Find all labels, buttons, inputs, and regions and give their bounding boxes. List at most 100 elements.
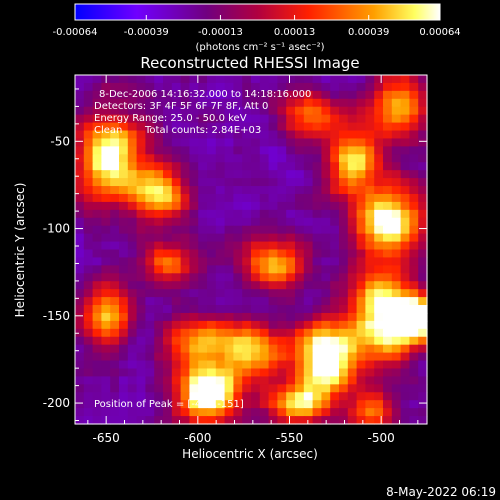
heatmap-cell	[400, 281, 410, 290]
heatmap-cell	[321, 368, 331, 378]
heatmap-cell	[154, 106, 164, 116]
heatmap-cell	[321, 122, 331, 132]
heatmap-cell	[145, 82, 155, 92]
heatmap-cell	[339, 114, 349, 124]
heatmap-cell	[92, 162, 102, 171]
heatmap-cell	[180, 392, 190, 401]
heatmap-cell	[418, 249, 428, 259]
heatmap-cell	[347, 90, 358, 100]
heatmap-cell	[295, 336, 305, 346]
heatmap-cell	[330, 257, 340, 266]
heatmap-cell	[312, 82, 322, 92]
heatmap-cell	[180, 209, 190, 219]
heatmap-cell	[374, 225, 384, 235]
heatmap-cell	[418, 209, 428, 219]
heatmap-cell	[145, 249, 155, 259]
heatmap-cell	[251, 376, 261, 385]
heatmap-cell	[180, 297, 190, 306]
heatmap-cell	[127, 241, 138, 251]
heatmap-cell	[233, 312, 243, 322]
heatmap-cell	[339, 392, 349, 401]
heatmap-cell	[383, 170, 393, 179]
y-tick-label: -50	[50, 134, 70, 148]
heatmap-cell	[303, 368, 314, 378]
heatmap-cell	[321, 408, 331, 417]
heatmap-cell	[163, 75, 173, 84]
heatmap-cell	[171, 186, 182, 195]
heatmap-cell	[418, 122, 428, 132]
colorbar-tick-label: 0.00039	[348, 27, 389, 38]
heatmap-cell	[259, 416, 270, 425]
heatmap-cell	[400, 186, 410, 195]
heatmap-cell	[312, 376, 322, 385]
heatmap-cell	[277, 241, 287, 251]
heatmap-cell	[233, 162, 243, 171]
heatmap-cell	[365, 368, 375, 378]
heatmap-cell	[233, 392, 243, 401]
heatmap-cell	[180, 130, 190, 140]
heatmap-cell	[136, 336, 146, 346]
heatmap-cell	[356, 130, 366, 140]
y-tick-label: -200	[43, 396, 70, 410]
heatmap-cell	[339, 368, 349, 378]
heatmap-cell	[101, 265, 111, 274]
heatmap-cell	[312, 384, 322, 393]
heatmap-cell	[295, 122, 305, 132]
heatmap-cell	[356, 352, 366, 362]
heatmap-cell	[286, 138, 296, 147]
heatmap-cell	[365, 209, 375, 219]
heatmap-cell	[365, 408, 375, 417]
heatmap-cell	[110, 225, 120, 235]
heatmap-cell	[215, 400, 226, 409]
heatmap-cell	[374, 82, 384, 92]
heatmap-cell	[418, 297, 428, 306]
heatmap-cell	[207, 305, 217, 314]
heatmap-cell	[145, 392, 155, 401]
heatmap-cell	[295, 265, 305, 274]
heatmap-cell	[374, 344, 384, 354]
heatmap-cell	[180, 352, 190, 362]
heatmap-cell	[374, 114, 384, 124]
heatmap-cell	[242, 186, 252, 195]
heatmap-cell	[119, 130, 129, 140]
heatmap-cell	[75, 416, 85, 425]
heatmap-cell	[189, 201, 199, 211]
heatmap-cell	[321, 146, 331, 155]
heatmap-cell	[330, 201, 340, 211]
heatmap-cell	[198, 281, 208, 290]
heatmap-cell	[312, 336, 322, 346]
heatmap-cell	[207, 193, 217, 203]
heatmap-cell	[400, 225, 410, 235]
heatmap-cell	[145, 297, 155, 306]
heatmap-cell	[110, 114, 120, 124]
heatmap-cell	[268, 193, 278, 203]
heatmap-cell	[321, 249, 331, 259]
heatmap-cell	[339, 75, 349, 84]
heatmap-cell	[374, 352, 384, 362]
heatmap-cell	[171, 320, 182, 330]
heatmap-cell	[215, 154, 226, 163]
heatmap-cell	[418, 281, 428, 290]
heatmap-cell	[409, 154, 419, 163]
heatmap-cell	[374, 170, 384, 179]
heatmap-cell	[75, 114, 85, 124]
heatmap-cell	[339, 249, 349, 259]
heatmap-cell	[189, 217, 199, 227]
heatmap-cell	[374, 217, 384, 227]
heatmap-cell	[145, 289, 155, 298]
heatmap-cell	[119, 217, 129, 227]
heatmap-cell	[75, 170, 85, 179]
heatmap-cell	[119, 352, 129, 362]
heatmap-cell	[233, 376, 243, 385]
heatmap-cell	[321, 281, 331, 290]
heatmap-cell	[312, 297, 322, 306]
heatmap-cell	[277, 75, 287, 84]
heatmap-cell	[286, 328, 296, 338]
heatmap-cell	[251, 257, 261, 266]
heatmap-cell	[277, 368, 287, 378]
heatmap-cell	[92, 305, 102, 314]
heatmap-cell	[383, 408, 393, 417]
heatmap-cell	[418, 201, 428, 211]
heatmap-cell	[242, 130, 252, 140]
heatmap-cell	[92, 154, 102, 163]
